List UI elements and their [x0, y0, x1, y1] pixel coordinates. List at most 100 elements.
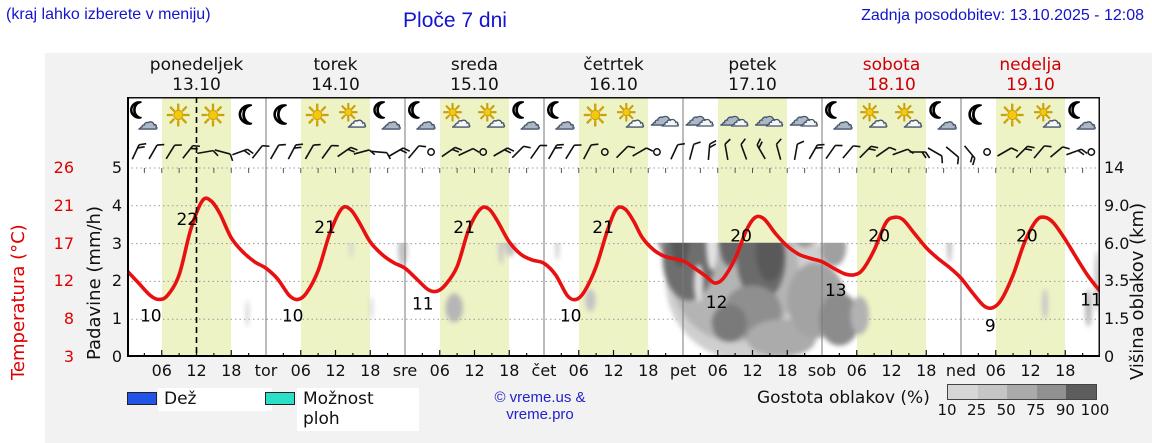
cloud-blob — [1024, 189, 1049, 215]
cloudw-glyph: ☁ — [730, 110, 749, 131]
copyright-link[interactable]: © vreme.us & vreme.pro — [494, 389, 586, 423]
rain-legend-swatch — [127, 392, 157, 405]
day-date: 17.10 — [728, 75, 777, 95]
weather-icon-sun: ☀ — [301, 99, 336, 137]
moon-glyph: ☾ — [545, 99, 566, 124]
wind-barb — [388, 147, 411, 157]
x-day-abbr: pet — [669, 361, 697, 380]
wind-barb — [1049, 146, 1070, 158]
temperature-point-labels: 10 22 10 21 11 21 10 21 12 20 13 20 9 20 11 — [140, 210, 1100, 337]
cloud-blob — [821, 228, 846, 266]
sun-glyph: ☀ — [337, 99, 360, 127]
sun-glyph: ☀ — [615, 99, 638, 127]
wind-barbs — [131, 138, 1096, 166]
weather-icon-sun: ☀ — [996, 99, 1031, 137]
cloudg-glyph: ☁ — [1076, 110, 1097, 134]
temperature-curve — [127, 196, 1100, 311]
showers-legend-swatch — [265, 392, 295, 405]
sun-glyph: ☀ — [199, 99, 227, 134]
day-date: 16.10 — [589, 75, 638, 95]
cloudg-glyph: ☁ — [684, 103, 709, 131]
daylight-band — [300, 97, 371, 357]
meteogram-plot: 10 22 10 21 11 21 10 21 12 20 13 20 9 20 11 — [127, 97, 1100, 357]
x-hour-label: 12 — [1020, 361, 1041, 380]
moon-glyph: ☾ — [236, 101, 261, 131]
x-day-abbr: čet — [531, 361, 557, 380]
rain-legend-label: Dež — [158, 388, 272, 411]
precip-tick-label: 2 — [111, 271, 122, 291]
x-hour-label: 12 — [742, 361, 763, 380]
calm-wind-circle — [600, 148, 609, 156]
cloud-density-scale-stop: 100 — [1080, 401, 1110, 419]
x-hour-label: 12 — [881, 361, 902, 380]
wind-barb — [337, 146, 358, 158]
weather-icon-cloud: ☁ ☁ — [718, 99, 753, 137]
temperature-value-label: 10 — [560, 306, 582, 326]
cloud-density-scale-segment — [1066, 385, 1096, 399]
sun-glyph: ☀ — [858, 99, 881, 127]
cloud-blob — [585, 289, 595, 312]
cloud-blob — [790, 202, 819, 247]
cloud-density-scale-stop: 10 — [937, 401, 957, 419]
day-header: nedelja 19.10 — [961, 55, 1100, 95]
x-hour-label: 12 — [186, 361, 207, 380]
temperature-value-label: 11 — [412, 294, 434, 314]
weather-icon-sun-cloud: ☀ ☁ — [440, 99, 475, 137]
x-hour-label: 06 — [290, 361, 311, 380]
cloudw-glyph: ☁ — [695, 110, 714, 131]
temperature-value-label: 20 — [730, 226, 752, 246]
cloud-density-scale-segment — [1036, 385, 1067, 399]
temperature-value-label: 21 — [314, 218, 336, 238]
cloudheight-axis-label: Višina oblakov (km) — [1127, 202, 1148, 380]
sun-glyph: ☀ — [476, 99, 499, 127]
temperature-value-label: 21 — [453, 218, 475, 238]
x-hour-label: 06 — [568, 361, 589, 380]
wind-barb — [632, 147, 654, 157]
wind-barb — [131, 142, 147, 160]
cloudg-glyph: ☁ — [832, 110, 853, 134]
calm-wind-circle — [479, 148, 488, 156]
wind-barb — [997, 147, 1019, 157]
day-header: sreda 15.10 — [405, 55, 544, 95]
calm-wind-circle — [652, 148, 661, 156]
showers-legend-label: Možnost ploh — [297, 388, 419, 431]
cloud-blob — [737, 189, 751, 219]
cloud-blob — [850, 297, 869, 335]
wind-barb — [370, 150, 392, 160]
weather-icon-sun-cloud: ☀ ☁ — [614, 99, 649, 137]
day-boundary-lines — [265, 97, 962, 357]
wind-barb — [493, 147, 515, 157]
cloud-blob — [398, 232, 407, 266]
cloudg-glyph: ☁ — [754, 103, 779, 131]
wind-barb — [707, 139, 717, 161]
wind-barb — [458, 147, 480, 157]
x-day-abbr: tor — [254, 361, 278, 380]
wind-barb — [321, 144, 339, 159]
weather-icon-cloud: ☁ ☁ — [787, 99, 822, 137]
x-hour-label: 18 — [777, 361, 798, 380]
day-name: sreda — [450, 55, 499, 75]
cloud-blob — [555, 227, 559, 261]
x-hour-label: 12 — [325, 361, 346, 380]
precip-tick-label: 1 — [111, 309, 122, 329]
x-day-abbr: ned — [945, 361, 977, 380]
cloud-density-scale-segment — [948, 385, 978, 399]
moon-glyph: ☾ — [406, 99, 427, 124]
cloud-blob — [947, 225, 952, 263]
cloud-density-scale-stop: 50 — [996, 401, 1016, 419]
calm-wind-circle — [983, 148, 992, 156]
weather-icon-sun-cloud: ☀ ☁ — [857, 99, 892, 137]
wind-barb — [1033, 145, 1052, 159]
weather-icon-moon-cloud: ☾ ☁ — [822, 99, 857, 137]
x-hour-label: 18 — [221, 361, 242, 380]
wind-barb — [547, 143, 564, 160]
cloud-blob — [349, 228, 352, 258]
weather-icon-sun-cloud: ☀ ☁ — [892, 99, 927, 137]
weather-icon-sun-cloud: ☀ ☁ — [1031, 99, 1066, 137]
cloud-blob — [220, 187, 235, 199]
calm-wind-circle — [1087, 148, 1096, 156]
wind-barb — [724, 138, 731, 161]
x-hour-label: 18 — [499, 361, 520, 380]
x-hour-label: 18 — [360, 361, 381, 380]
cloud-blob — [127, 174, 154, 216]
